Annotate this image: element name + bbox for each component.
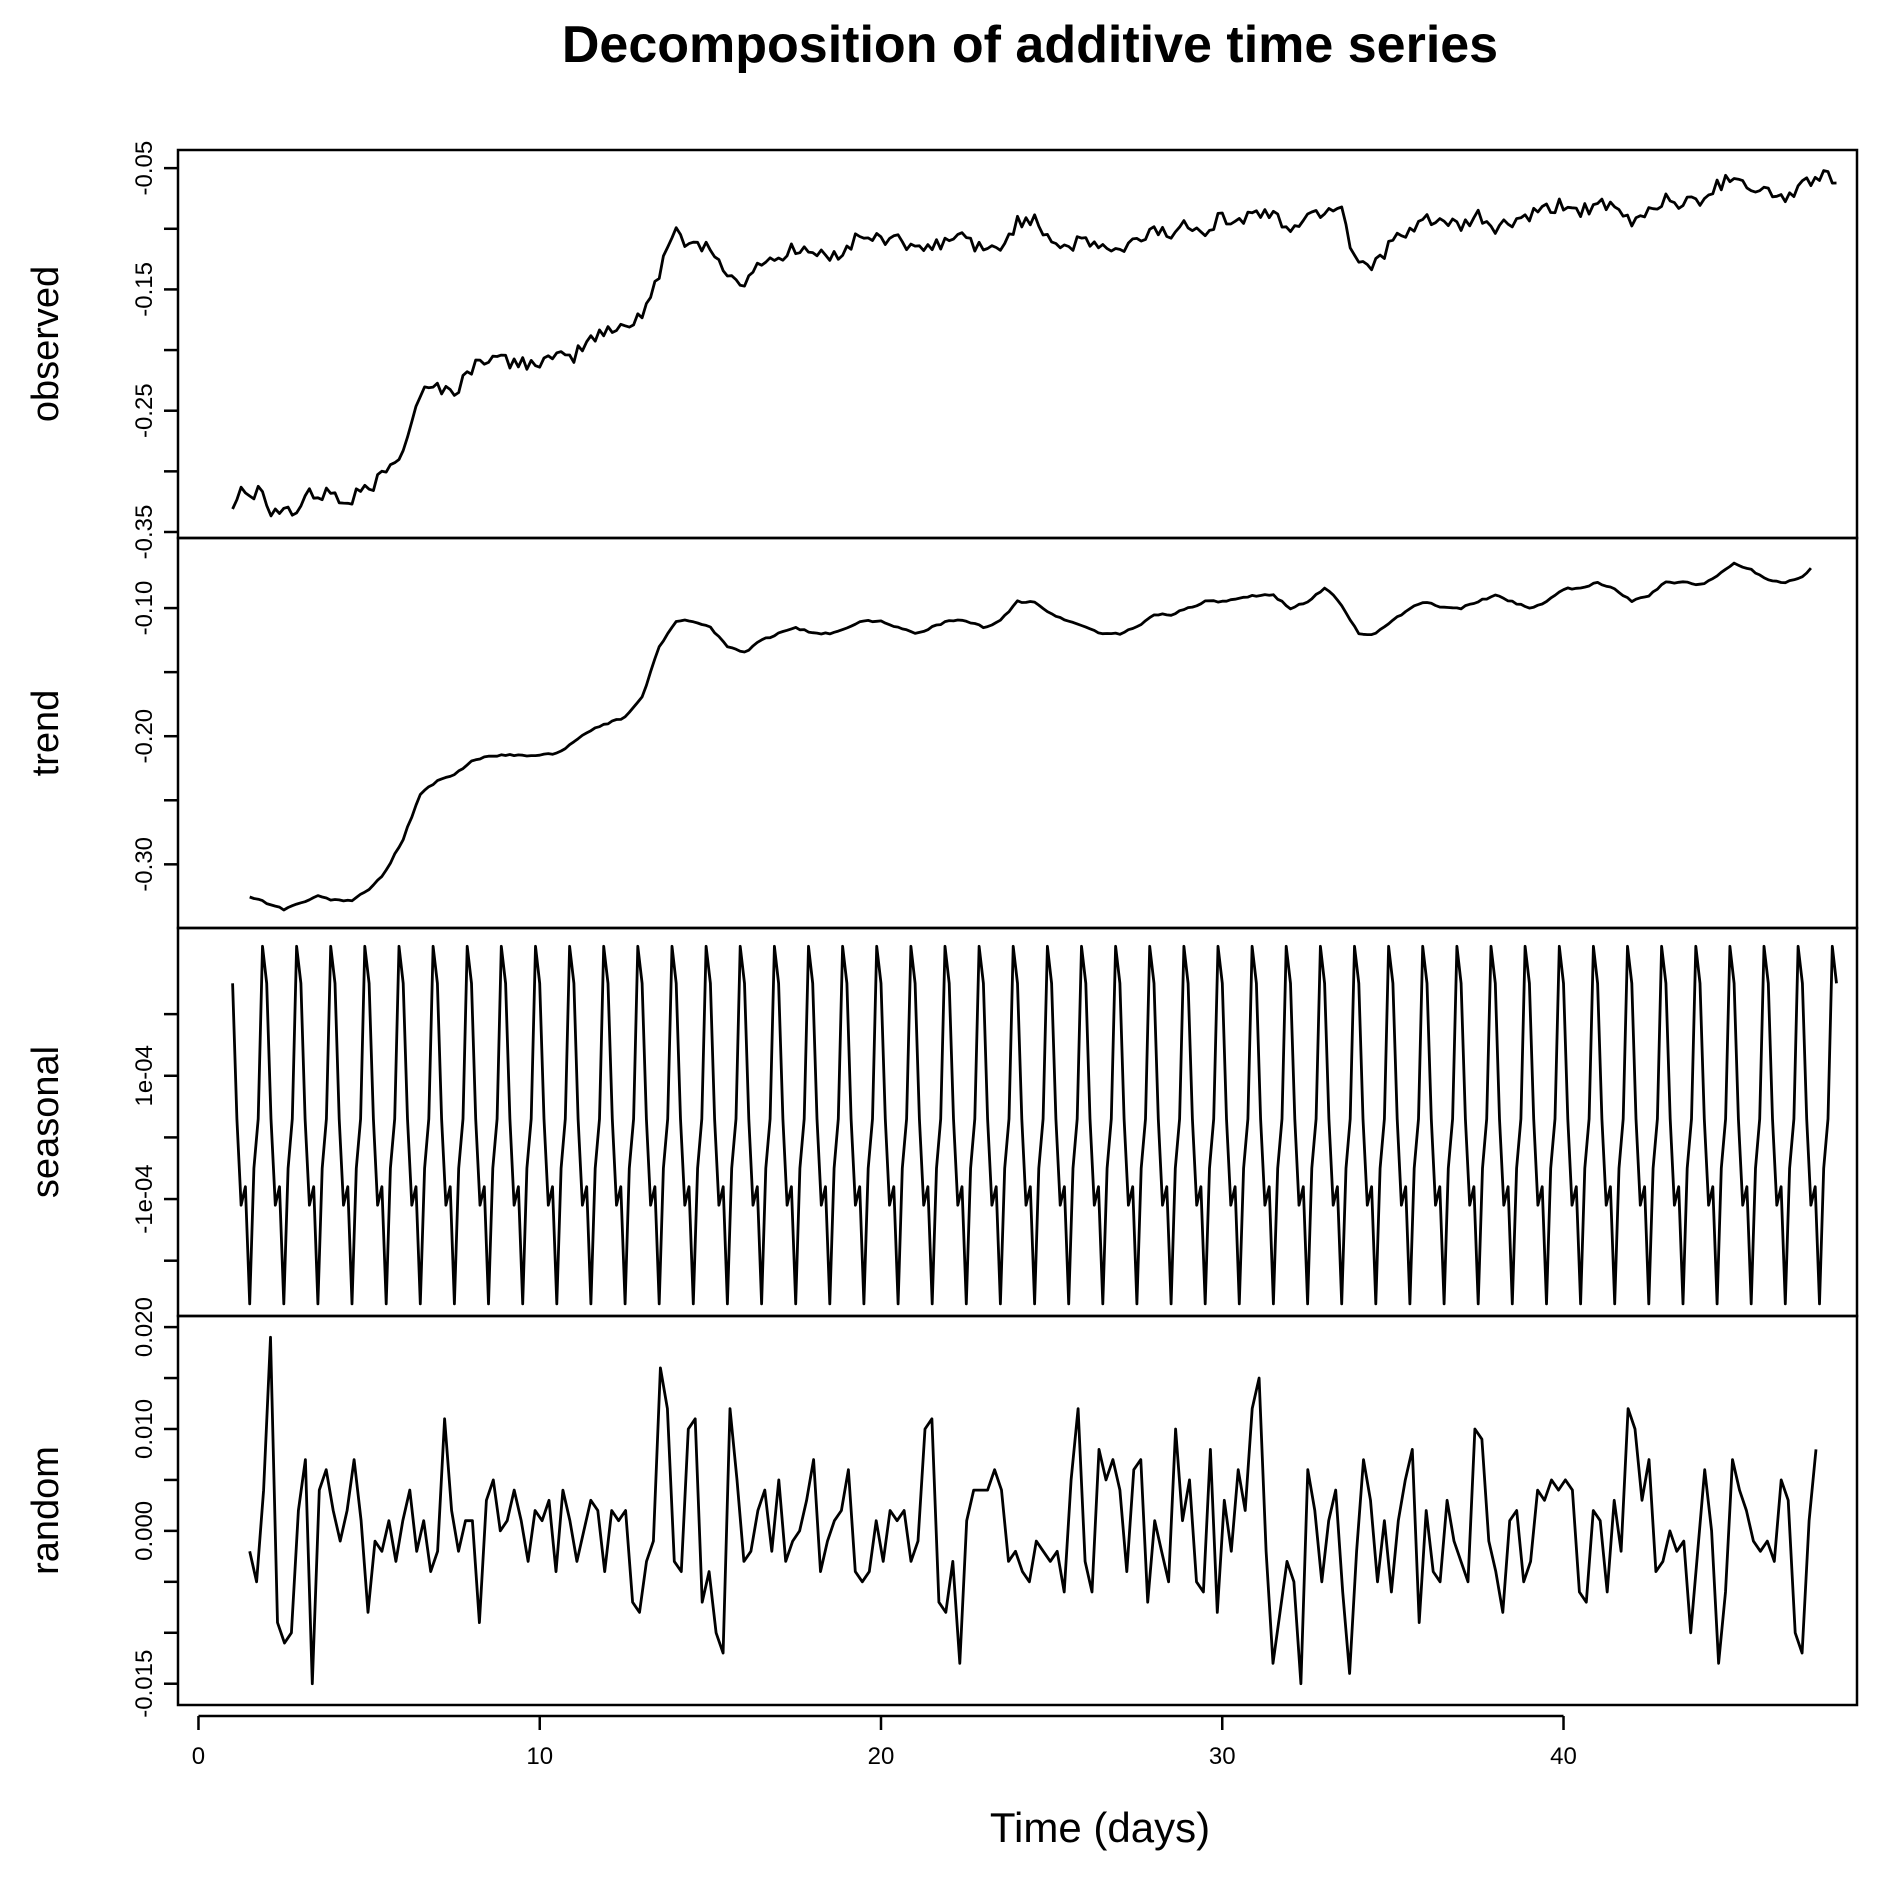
panel-frame-trend xyxy=(176,536,1859,930)
y-tick-label-random: 0.010 xyxy=(131,1399,158,1459)
y-tick-label-trend: -0.20 xyxy=(131,709,158,764)
y-tick-label-seasonal: 1e-04 xyxy=(131,1045,158,1106)
panel-observed: observed -0.35 -0.25 -0.15 -0.05 xyxy=(25,141,1859,560)
y-axis-label-observed: observed xyxy=(25,266,67,422)
y-tick-label-random: 0.000 xyxy=(131,1501,158,1561)
series-line-observed xyxy=(231,169,1837,518)
panel-frame-random xyxy=(176,1314,1859,1707)
x-tick-label: 30 xyxy=(1209,1743,1236,1770)
x-tick-label: 40 xyxy=(1550,1743,1577,1770)
x-tick-label: 0 xyxy=(192,1743,205,1770)
y-axis-label-random: random xyxy=(25,1446,67,1575)
series-line-random xyxy=(248,1335,1818,1686)
chart-title: Decomposition of additive time series xyxy=(562,16,1498,74)
y-axis-label-trend: trend xyxy=(25,690,67,777)
panel-seasonal: seasonal -1e-04 1e-04 xyxy=(25,926,1859,1318)
y-tick-label-trend: -0.30 xyxy=(131,837,158,892)
y-tick-label-seasonal: -1e-04 xyxy=(131,1164,158,1233)
x-tick-label: 20 xyxy=(868,1743,895,1770)
y-axis-label-seasonal: seasonal xyxy=(25,1046,67,1198)
y-tick-label-random: 0.020 xyxy=(131,1297,158,1357)
panel-random: random -0.015 0.000 0.010 0.020 xyxy=(25,1297,1859,1718)
y-tick-label-observed: -0.15 xyxy=(131,262,158,317)
y-tick-label-observed: -0.35 xyxy=(131,505,158,560)
y-tick-label-random: -0.015 xyxy=(131,1650,158,1718)
x-axis-label: Time (days) xyxy=(990,1804,1210,1851)
y-tick-label-trend: -0.10 xyxy=(131,581,158,636)
x-tick-label: 10 xyxy=(526,1743,553,1770)
y-tick-label-observed: -0.25 xyxy=(131,383,158,438)
series-line-trend xyxy=(249,561,1812,912)
y-tick-label-observed: -0.05 xyxy=(131,141,158,196)
series-line-seasonal xyxy=(231,944,1838,1306)
panel-trend: trend -0.30 -0.20 -0.10 xyxy=(25,536,1859,930)
